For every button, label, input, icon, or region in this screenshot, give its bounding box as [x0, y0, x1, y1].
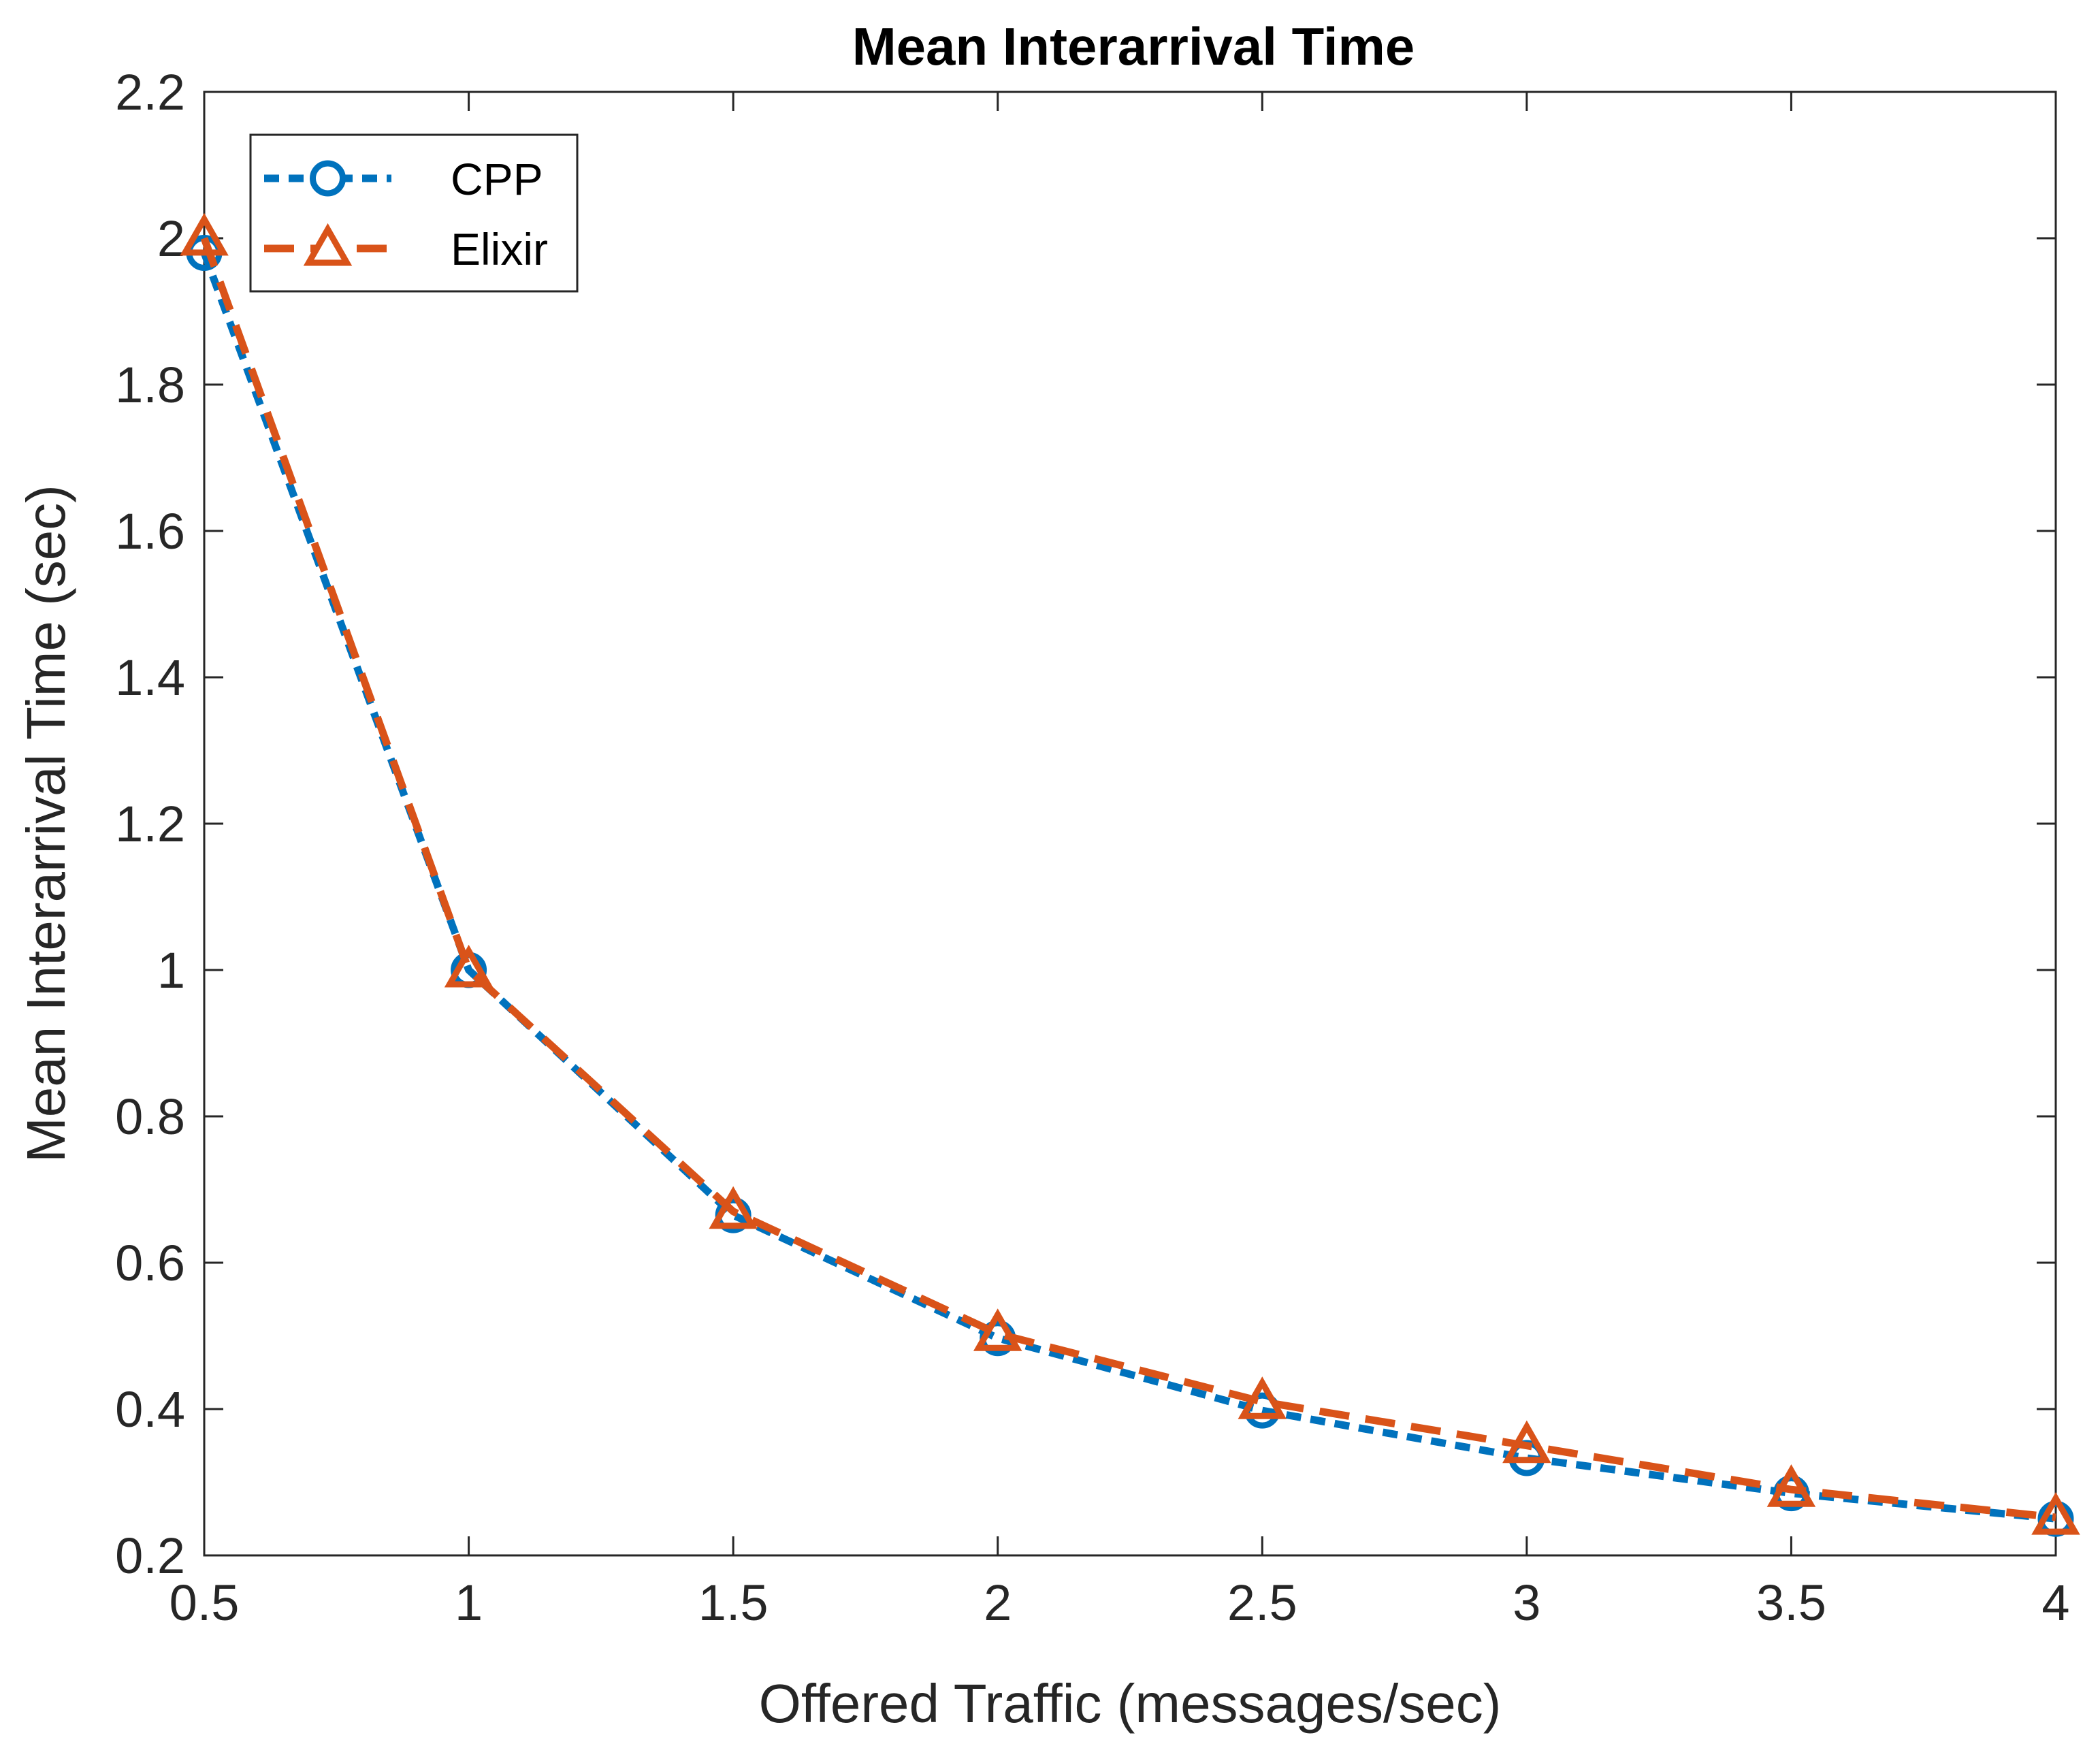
data-point-elixir [1766, 1464, 1816, 1507]
y-axis-label: Mean Interarrival Time (sec) [16, 485, 76, 1163]
data-point-elixir [444, 944, 494, 988]
data-point-elixir [1502, 1420, 1551, 1464]
y-tick-label: 0.8 [115, 1088, 185, 1145]
series-line-cpp [200, 251, 2056, 1523]
y-tick-label: 1.6 [115, 503, 185, 560]
legend-label-cpp: CPP [451, 154, 543, 204]
x-tick-label: 2 [984, 1574, 1012, 1631]
data-point-elixir [180, 212, 229, 256]
x-axis-label: Offered Traffic (messages/sec) [759, 1673, 1502, 1734]
y-tick-label: 0.2 [115, 1527, 185, 1584]
legend-label-elixir: Elixir [451, 224, 548, 274]
chart-title: Mean Interarrival Time [852, 16, 1415, 76]
legend-marker-elixir [303, 223, 353, 266]
y-tick-label: 1.8 [115, 357, 185, 413]
y-tick-label: 1.4 [115, 649, 185, 706]
data-point-elixir [1238, 1376, 1287, 1419]
series-line-elixir [200, 237, 2056, 1521]
series-elixir [180, 212, 2080, 1535]
y-tick-label: 1 [157, 942, 185, 999]
x-tick-label: 2.5 [1227, 1574, 1297, 1631]
data-point-elixir [2031, 1492, 2080, 1535]
x-tick-label: 3.5 [1756, 1574, 1826, 1631]
data-point-elixir [709, 1186, 758, 1229]
y-tick-label: 1.2 [115, 796, 185, 852]
x-tick-label: 1.5 [698, 1574, 769, 1631]
y-tick-label: 2.2 [115, 64, 185, 120]
x-tick-label: 1 [455, 1574, 483, 1631]
series-layer [180, 212, 2080, 1537]
legend-marker-cpp [310, 160, 346, 197]
axis-ticks: 0.5 1 1.5 2 2.5 3 3.5 4 0.2 0.4 0.6 0.8 1 1.2 1.4 1.6 1.… [115, 64, 2069, 1631]
y-tick-label: 0.6 [115, 1235, 185, 1291]
y-tick-label: 2 [157, 210, 185, 267]
data-point-elixir [973, 1308, 1022, 1351]
y-tick-label: 0.4 [115, 1381, 185, 1438]
x-tick-label: 3 [1513, 1574, 1540, 1631]
x-tick-label: 4 [2041, 1574, 2069, 1631]
plot-area [203, 91, 2057, 1557]
legend: CPP Elixir [249, 133, 579, 293]
x-tick-label: 0.5 [169, 1574, 240, 1631]
